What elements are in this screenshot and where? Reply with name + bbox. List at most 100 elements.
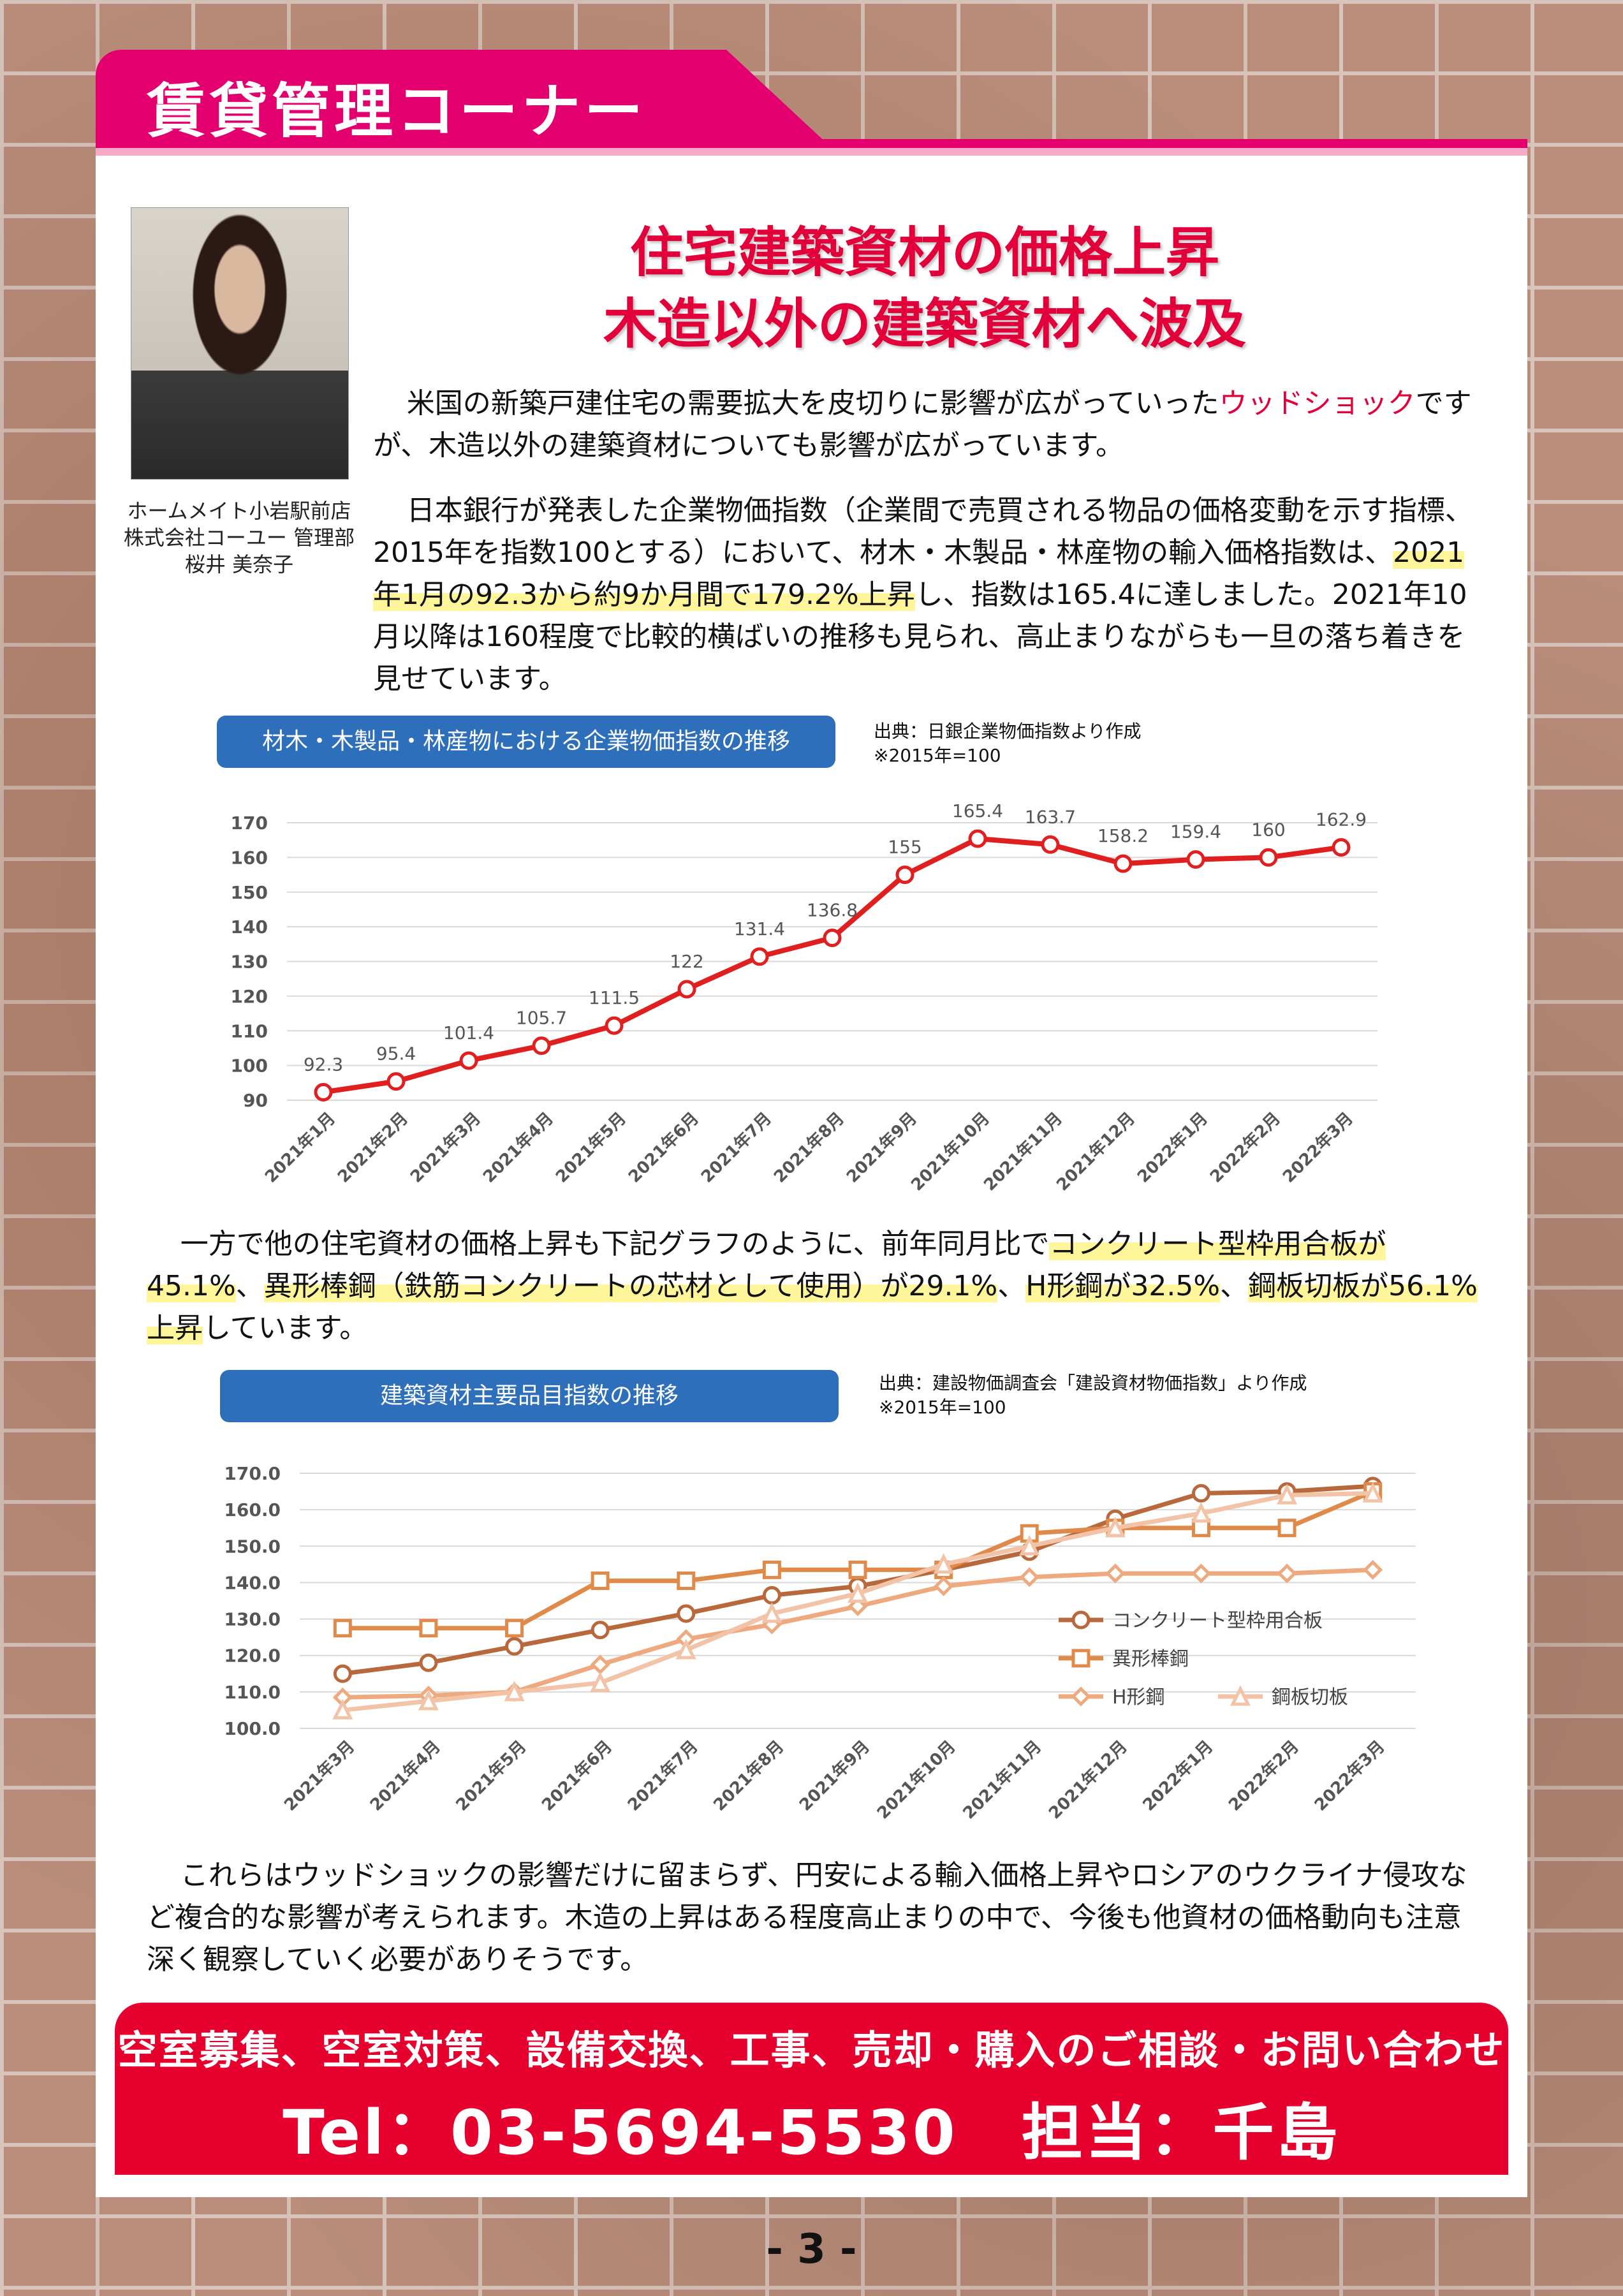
p2-text-b: し、指数は165.4に達しました。2021年10月以降は160程度で比較的横ばい… [373,578,1467,695]
p1-text-a: 米国の新築戸建住宅の需要拡大を皮切りに影響が広がっていった [406,387,1219,420]
data-point-2 [934,1576,954,1596]
data-point-3 [1362,1482,1383,1503]
data-point-0 [1186,850,1205,869]
chart2-svg: 170.0 160.0 150.0 140.0 130.0 120.0 110.0 100.0… [224,1463,1416,1823]
author-name: 桜井 美奈子 [184,552,294,577]
x-tick-label: 2021年3月 [281,1737,359,1815]
data-point-0 [1259,848,1278,867]
chart2-source-line1: 出典：建設物価調査会「建設資材物価指数」より作成 [879,1372,1307,1394]
x-tick-label: 2022年3月 [1311,1737,1389,1815]
legend-marker [1071,1610,1091,1630]
x-tick-label: 2021年1月 [261,1108,339,1187]
x-tick-label: 2021年3月 [406,1108,485,1187]
p3-highlight-2: 異形棒鋼（鉄筋コンクリートの芯材として使用）が29.1% [263,1270,998,1302]
legend-marker [1230,1685,1251,1706]
x-tick-label: 2022年1月 [1139,1737,1217,1815]
p3-text-a: 一方で他の住宅資材の価格上昇も下記グラフのように、前年同月比で [180,1228,1050,1260]
x-tick-label: 2021年12月 [1053,1108,1139,1195]
data-label: 155 [888,837,922,858]
data-label: 136.8 [807,900,858,921]
x-tick-label: 2021年12月 [1045,1737,1131,1823]
chart1-label: 材木・木製品・林産物における企業物価指数の推移 [217,716,835,768]
data-point-0 [677,980,696,999]
chart1-source-line2: ※2015年=100 [874,745,1001,766]
data-label: 163.7 [1025,806,1076,827]
data-point-3 [1019,1534,1040,1556]
y-tick-label: 170.0 [224,1463,281,1484]
chart2-label: 建築資材主要品目指数の推移 [220,1370,839,1422]
data-point-0 [1191,1483,1210,1503]
series-line-0 [323,835,1342,1095]
data-point-1 [848,1560,867,1579]
author-photo [131,207,349,480]
data-point-1 [505,1619,524,1638]
data-point-0 [459,1051,478,1070]
article-title: 住宅建築資材の価格上昇 木造以外の建築資材へ波及 [434,217,1416,360]
x-tick-label: 2021年2月 [334,1108,412,1187]
p3-text-b: 、 [235,1270,264,1302]
x-tick-label: 2022年2月 [1224,1737,1303,1815]
y-tick-label: 160 [231,847,268,868]
y-tick-label: 150 [231,882,268,903]
contact-topics: 空室募集、空室対策、設備交換、工事、売却・購入のご相談・お問い合わせ [117,2027,1506,2073]
y-tick-label: 130 [231,952,268,973]
x-tick-label: 2021年11月 [959,1737,1045,1823]
data-point-2 [1191,1563,1211,1584]
paragraph-4: これらはウッドショックの影響だけに留まらず、円安による輸入価格上昇やロシアのウク… [147,1859,1467,1976]
data-point-0 [1332,838,1351,857]
x-tick-label: 2021年9月 [795,1737,874,1815]
data-point-0 [505,1637,524,1656]
data-point-3 [1105,1517,1126,1538]
legend-marker [1071,1686,1091,1707]
y-tick-label: 160.0 [224,1499,281,1520]
chart2-line-chart: 170.0 160.0 150.0 140.0 130.0 120.0 110.0 100.0… [217,1448,1428,1843]
contact-phone[interactable]: Tel：03-5694-5530 担当：千島 [283,2097,1340,2168]
data-point-3 [847,1582,869,1603]
p3-text-d: 、 [1220,1270,1249,1302]
data-label: 165.4 [952,800,1003,821]
data-point-3 [1277,1483,1298,1505]
data-point-0 [532,1036,551,1056]
title-line-1: 住宅建築資材の価格上昇 [629,221,1219,284]
data-point-0 [333,1664,352,1683]
data-point-0 [605,1016,624,1035]
data-label: 92.3 [304,1054,343,1075]
data-point-0 [750,947,769,966]
data-label: 131.4 [734,918,785,939]
legend-marker [1071,1649,1091,1668]
y-tick-label: 120.0 [224,1645,281,1667]
data-point-2 [1105,1563,1126,1584]
paragraph-3: 一方で他の住宅資材の価格上昇も下記グラフのように、前年同月比でコンクリート型枠用… [147,1223,1480,1350]
data-label: 111.5 [589,987,640,1008]
x-tick-label: 2021年10月 [873,1737,959,1823]
x-tick-label: 2022年1月 [1133,1108,1212,1187]
data-label: 105.7 [516,1008,567,1029]
content-panel [96,140,1527,2197]
data-point-3 [504,1681,525,1702]
author-caption: ホームメイト小岩駅前店 株式会社コーユー 管理部 桜井 美奈子 [108,497,370,578]
author-store: ホームメイト小岩駅前店 [127,499,351,523]
p2-text-a: 日本銀行が発表した企業物価指数（企業間で売買される物品の価格変動を示す指標、20… [373,494,1473,569]
p1-red-text: ウッドショック [1219,387,1416,420]
page-number: - 3 - [766,2226,857,2273]
data-label: 160 [1251,819,1285,840]
data-label: 162.9 [1316,809,1367,830]
data-point-3 [761,1602,782,1623]
data-point-1 [1277,1519,1296,1538]
data-point-0 [762,1586,781,1605]
data-point-2 [1019,1567,1039,1587]
x-tick-label: 2022年3月 [1279,1108,1357,1187]
y-tick-label: 140.0 [224,1572,281,1593]
p3-highlight-3: H形鋼が32.5% [1025,1270,1221,1302]
data-label: 159.4 [1170,821,1221,843]
data-point-2 [1277,1563,1297,1584]
data-point-1 [762,1560,781,1579]
chart2-source-line2: ※2015年=100 [879,1397,1006,1418]
header-rule-light [96,148,1527,156]
y-tick-label: 120 [231,986,268,1007]
y-tick-label: 140 [231,916,268,938]
data-point-0 [591,1621,610,1640]
chart1-line-chart: 170 160 150 140 130 120 110 100 90 2021年1月 2021年2月… [217,791,1416,1199]
data-point-2 [1363,1559,1383,1580]
y-tick-label: 170 [231,813,268,834]
